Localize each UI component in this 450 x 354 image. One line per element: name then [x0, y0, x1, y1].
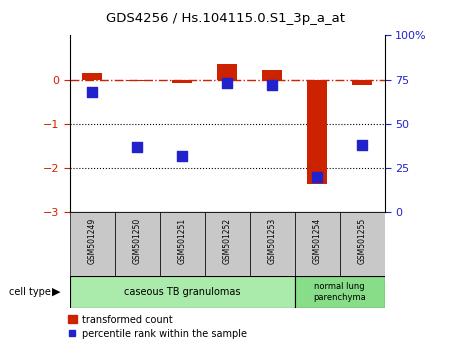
Bar	[160, 212, 205, 276]
Point	[179, 153, 186, 159]
Text: GSM501252: GSM501252	[223, 218, 232, 264]
Text: GSM501251: GSM501251	[178, 218, 187, 264]
Bar	[70, 276, 295, 308]
Text: GSM501254: GSM501254	[313, 218, 322, 264]
Text: GSM501255: GSM501255	[358, 218, 367, 264]
Bar	[205, 212, 250, 276]
Bar	[295, 276, 385, 308]
Bar	[340, 212, 385, 276]
Point	[269, 82, 276, 88]
Point	[224, 80, 231, 86]
Text: cell type: cell type	[9, 287, 51, 297]
Bar	[70, 212, 115, 276]
Bar	[127, 80, 148, 81]
Text: GSM501250: GSM501250	[133, 218, 142, 264]
Point	[314, 174, 321, 180]
Bar	[172, 80, 193, 83]
Text: ▶: ▶	[52, 287, 60, 297]
Point	[89, 89, 96, 95]
Text: GDS4256 / Hs.104115.0.S1_3p_a_at: GDS4256 / Hs.104115.0.S1_3p_a_at	[105, 12, 345, 25]
Bar	[295, 212, 340, 276]
Bar	[352, 80, 373, 85]
Bar	[82, 73, 103, 80]
Bar	[307, 80, 328, 184]
Text: GSM501249: GSM501249	[88, 218, 97, 264]
Legend: transformed count, percentile rank within the sample: transformed count, percentile rank withi…	[66, 313, 249, 341]
Point	[134, 144, 141, 150]
Text: caseous TB granulomas: caseous TB granulomas	[124, 287, 240, 297]
Bar	[217, 64, 238, 80]
Point	[359, 142, 366, 148]
Bar	[262, 70, 283, 80]
Text: normal lung
parenchyma: normal lung parenchyma	[313, 282, 366, 302]
Text: GSM501253: GSM501253	[268, 218, 277, 264]
Bar	[115, 212, 160, 276]
Bar	[250, 212, 295, 276]
